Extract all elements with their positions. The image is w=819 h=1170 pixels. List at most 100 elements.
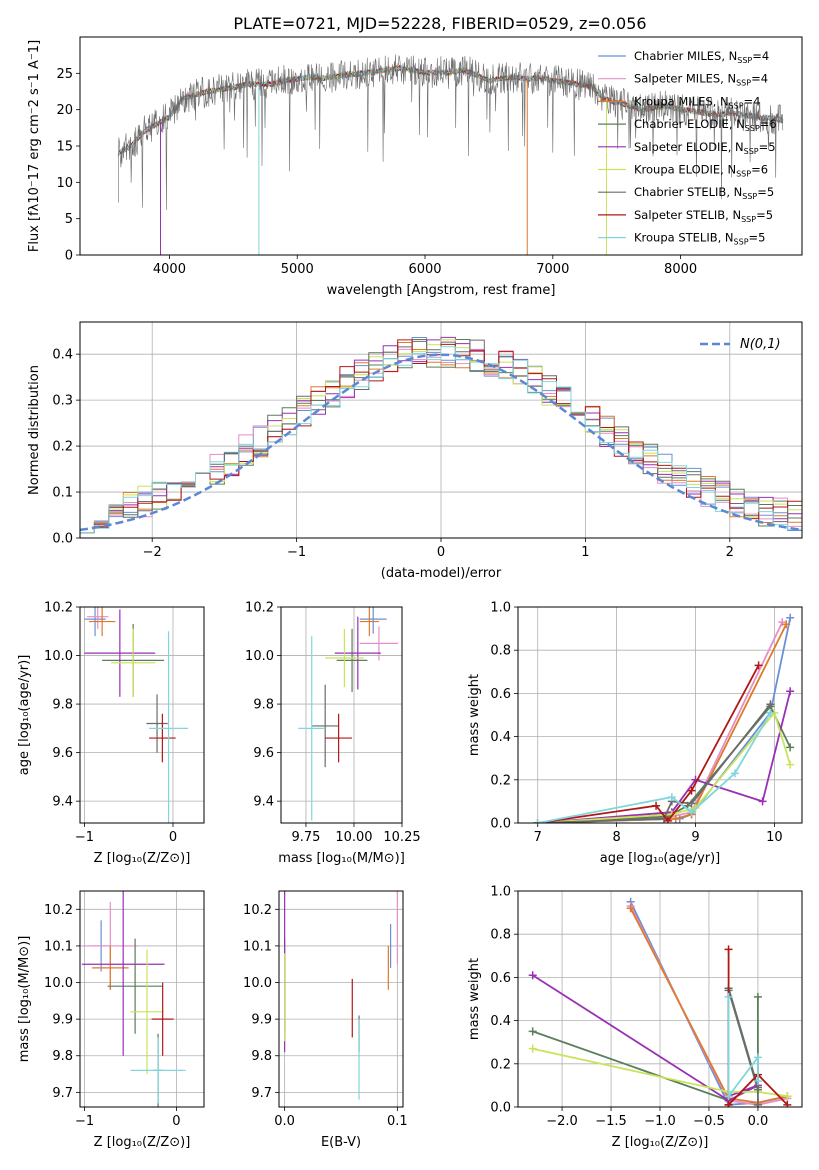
errorbar-point-3	[336, 628, 368, 692]
panel-mass-vs-Z: −1 0 9.7 9.8 9.9 10.0 10.1 10.2 Z [log₁₀(Z/Z⊙)] m…	[17, 890, 205, 1150]
y-tick-label: 10.0	[44, 976, 73, 991]
series-line	[537, 664, 760, 823]
data-marker	[753, 1053, 762, 1062]
errorbar-point-7	[325, 713, 353, 763]
plot-area	[84, 607, 189, 823]
y-tick-label: 5	[65, 212, 73, 227]
y-tick-label: 9.4	[52, 795, 73, 810]
x-tick-label: 9	[691, 830, 699, 845]
x-tick-label: 8	[612, 830, 620, 845]
plot-area	[528, 897, 792, 1107]
x-tick-label: 2	[726, 545, 734, 560]
legend-label: Kroupa ELODIE, NSSP=6	[634, 163, 768, 179]
x-tick-label: −1.0	[644, 1114, 676, 1129]
x-tick-label: 10.00	[335, 830, 372, 845]
panel-mass-vs-EBV: 0.0 0.1 9.7 9.8 9.9 10.0 10.1 10.2 E(B-V)	[243, 890, 408, 1150]
y-tick-label: 0.4	[52, 348, 73, 363]
legend-label: Kroupa MILES, NSSP=4	[634, 94, 760, 110]
errorbar-point-4	[84, 609, 156, 697]
panel-mass-weight-vs-age: 7 8 9 10 0.0 0.2 0.4 0.6 0.8 1.0 age [log₁₀(age/yr…	[467, 601, 803, 866]
legend-label: Salpeter ELODIE, NSSP=5	[634, 140, 776, 156]
x-tick-label: −1	[75, 830, 94, 845]
errorbar-point-4	[81, 891, 165, 1056]
x-axis-label: wavelength [Angstrom, rest frame]	[327, 283, 556, 298]
axes-frame	[517, 890, 803, 1108]
data-marker	[753, 992, 762, 1001]
series-line	[532, 974, 759, 1102]
gaussian-curve	[80, 353, 802, 532]
series-8	[724, 992, 762, 1101]
y-tick-label: 9.6	[253, 746, 274, 761]
figure-title: PLATE=0721, MJD=52228, FIBERID=0529, z=0…	[233, 14, 646, 33]
x-axis-label: E(B-V)	[321, 1135, 361, 1150]
series-line	[629, 907, 788, 1104]
series-line	[537, 704, 792, 823]
panel-mass-weight-vs-Z: −2.0 −1.5 −1.0 −0.5 0.0 0.0 0.2 0.4 0.6 0.8 1.0 Z […	[467, 885, 803, 1150]
x-tick-label: 9.75	[291, 830, 320, 845]
series-4	[533, 687, 795, 823]
data-marker	[758, 797, 767, 806]
x-tick-label: −0.5	[693, 1114, 725, 1129]
data-marker	[783, 1100, 792, 1107]
series-1	[533, 618, 787, 823]
data-marker	[663, 816, 672, 823]
y-axis-label: Flux [fλ10⁻17 erg cm⁻2 s⁻1 A⁻1]	[27, 40, 42, 252]
y-axis-label: Normed distribution	[27, 365, 42, 495]
panel-residuals: −2 −1 0 1 2 0.0 0.1 0.2 0.3 0.4 (data-model)/error…	[27, 321, 803, 581]
errorbar-point-5	[111, 628, 156, 697]
chart-layer: 4000 5000 6000 7000 80000510152025wavelength…	[17, 36, 803, 1150]
plot-area	[298, 607, 399, 821]
errorbar-point-2	[91, 945, 129, 990]
data-marker	[786, 743, 795, 752]
data-marker	[533, 819, 542, 823]
data-marker	[786, 760, 795, 769]
x-tick-label: −2.0	[546, 1114, 578, 1129]
y-tick-label: 9.8	[253, 698, 274, 713]
series-line	[537, 690, 792, 823]
errorbar-point-1	[359, 626, 399, 661]
x-tick-label: −1	[287, 545, 306, 560]
series-line	[727, 996, 759, 1099]
legend-label: Salpeter STELIB, NSSP=5	[634, 208, 773, 224]
legend-label: Chabrier STELIB, NSSP=5	[634, 185, 774, 201]
data-marker	[753, 1100, 762, 1107]
y-tick-label: 0.1	[52, 486, 73, 501]
x-axis-label: mass [log₁₀(M/M⊙)]	[278, 851, 405, 866]
axes-frame	[517, 606, 803, 824]
x-tick-label: −2	[143, 545, 162, 560]
data-marker	[730, 769, 739, 778]
data-marker	[724, 1092, 733, 1101]
axes-frame	[79, 890, 205, 1108]
y-tick-label: 10.0	[245, 649, 274, 664]
legend: Chabrier MILES, NSSP=4 Salpeter MILES, NS…	[598, 49, 777, 247]
axes-frame	[79, 606, 205, 824]
y-tick-label: 0.6	[490, 971, 511, 986]
errorbar-point-2	[359, 607, 379, 637]
x-axis-label: Z [log₁₀(Z/Z⊙)]	[94, 1135, 191, 1150]
legend-label: Salpeter MILES, NSSP=4	[634, 72, 768, 88]
y-axis-label: mass weight	[467, 674, 482, 756]
data-marker	[766, 700, 775, 709]
data-marker	[671, 814, 680, 823]
errorbar-point-5	[325, 628, 364, 688]
data-marker	[528, 1044, 537, 1053]
errorbar-point-4	[334, 616, 381, 690]
data-marker	[528, 971, 537, 980]
data-marker	[766, 708, 775, 717]
y-tick-label: 9.8	[52, 1049, 73, 1064]
series-line	[537, 623, 788, 823]
errorbar-point-5	[130, 949, 164, 1075]
y-tick-label: 0.0	[490, 1101, 511, 1116]
panel-age-vs-mass: 9.75 10.00 10.25 9.4 9.6 9.8 10.0 10.2 mass [log…	[245, 601, 421, 867]
y-tick-label: 9.7	[251, 1086, 272, 1101]
y-tick-label: 1.0	[490, 885, 511, 900]
gaussian-legend-label: N(0,1)	[740, 337, 781, 352]
series-3	[528, 986, 762, 1105]
data-marker	[786, 687, 795, 696]
histogram-8	[80, 346, 802, 534]
panel-age-vs-Z: −1 0 9.4 9.6 9.8 10.0 10.2 Z [log₁₀(Z/Z⊙)] age […	[17, 601, 205, 866]
y-tick-label: 25	[56, 67, 73, 82]
y-axis-label: mass [log₁₀(M/M⊙)]	[17, 936, 32, 1063]
legend-label: Kroupa STELIB, NSSP=5	[634, 231, 765, 247]
x-axis-label: (data-model)/error	[381, 566, 502, 581]
